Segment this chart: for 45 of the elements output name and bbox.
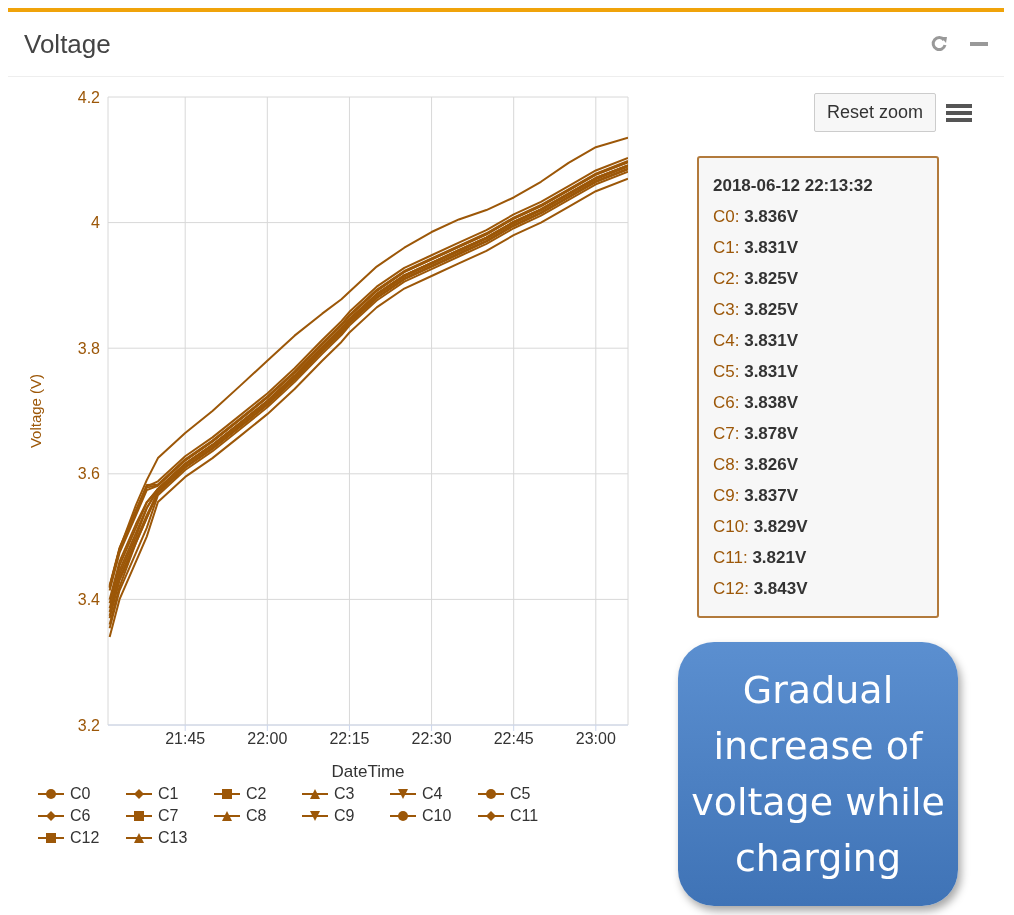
text: C9: 3.837V bbox=[713, 486, 799, 505]
legend-label: C1 bbox=[158, 785, 179, 803]
text: C12: 3.843V bbox=[713, 579, 808, 598]
y-axis-title: Voltage (V) bbox=[27, 373, 45, 449]
x-tick-label: 22:15 bbox=[329, 730, 370, 748]
text: C7: 3.878V bbox=[713, 424, 799, 443]
x-tick-label: 23:00 bbox=[575, 730, 616, 748]
text: C10: 3.829V bbox=[713, 517, 808, 536]
legend-label: C5 bbox=[510, 785, 531, 803]
text: C0: 3.836V bbox=[713, 207, 799, 226]
legend-label: C11 bbox=[510, 807, 539, 825]
x-tick-label: 22:00 bbox=[247, 730, 288, 748]
legend-label: C12 bbox=[70, 829, 100, 847]
x-tick-label: 22:30 bbox=[411, 730, 452, 748]
text: 2018-06-12 22:13:32 bbox=[713, 175, 874, 197]
text: C6: 3.838V bbox=[713, 393, 799, 412]
legend-label: C9 bbox=[334, 807, 355, 825]
text: C3: 3.825V bbox=[713, 300, 799, 319]
text: C4: 3.831V bbox=[713, 331, 799, 350]
text: C1: 3.831V bbox=[713, 238, 799, 257]
x-axis-title: DateTime bbox=[331, 762, 405, 781]
legend-label: C4 bbox=[422, 785, 443, 803]
legend-label: C7 bbox=[158, 807, 179, 825]
legend-label: C6 bbox=[70, 807, 91, 825]
text: C11: 3.821V bbox=[713, 548, 807, 567]
chart-title: Voltage bbox=[24, 28, 112, 60]
legend-label: C0 bbox=[70, 785, 91, 803]
legend-label: C13 bbox=[158, 829, 188, 847]
legend-label: C8 bbox=[246, 807, 267, 825]
text: C2: 3.825V bbox=[713, 269, 799, 288]
text: C8: 3.826V bbox=[713, 455, 799, 474]
legend-label: C2 bbox=[246, 785, 267, 803]
y-tick-label: 4.2 bbox=[77, 88, 101, 106]
speech-bubble: Gradual increase of voltage while charging bbox=[678, 642, 958, 906]
x-tick-label: 22:45 bbox=[493, 730, 534, 748]
text: Reset zoom bbox=[813, 93, 936, 132]
x-tick-label: 21:45 bbox=[165, 730, 206, 748]
legend-label: C10 bbox=[422, 807, 452, 825]
y-tick-label: 4 bbox=[91, 214, 101, 232]
y-tick-label: 3.6 bbox=[77, 465, 101, 483]
y-tick-label: 3.4 bbox=[77, 591, 101, 609]
text: C5: 3.831V bbox=[713, 362, 799, 381]
y-tick-label: 3.2 bbox=[77, 716, 101, 734]
legend-label: C3 bbox=[334, 785, 355, 803]
y-tick-label: 3.8 bbox=[77, 339, 101, 357]
